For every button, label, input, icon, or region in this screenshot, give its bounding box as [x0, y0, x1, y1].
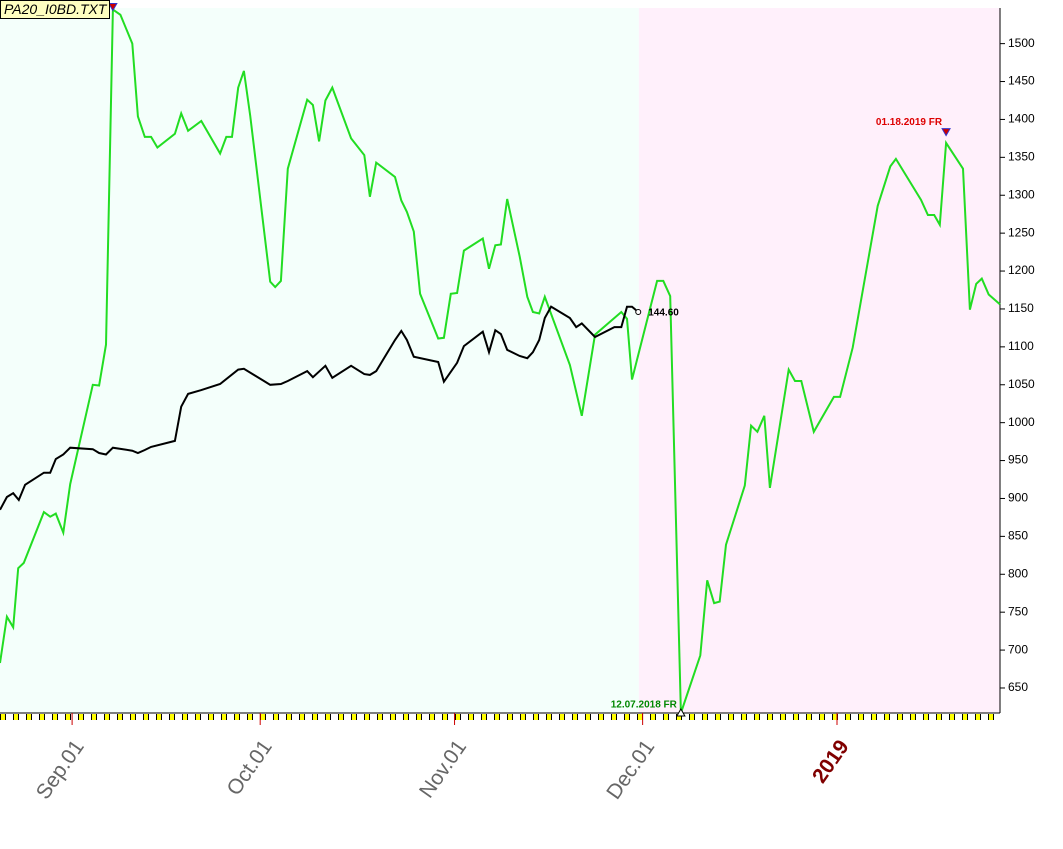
- line-series: [0, 305, 639, 511]
- y-tick-label: 1050: [1008, 377, 1035, 391]
- y-tick-label: 1450: [1008, 74, 1035, 88]
- shaded-region: [638, 8, 1000, 713]
- y-tick-label: 1150: [1008, 301, 1034, 315]
- y-tick-label: 1200: [1008, 263, 1035, 277]
- annotation-marker: [676, 707, 686, 717]
- line-series: [0, 7, 1001, 714]
- y-tick-label: 1100: [1008, 339, 1034, 353]
- y-tick-label: 1300: [1008, 187, 1035, 201]
- x-tick-label: Nov.01: [415, 736, 471, 802]
- minor-ticks: [0, 714, 1000, 720]
- annotation: 12.07.2018 FR: [611, 700, 678, 711]
- y-tick-label: 900: [1008, 491, 1028, 505]
- y-tick-label: 1400: [1008, 112, 1035, 126]
- x-tick-label: Oct.01: [222, 736, 276, 800]
- y-tick-label: 1250: [1008, 225, 1035, 239]
- y-tick-label: 1500: [1008, 36, 1035, 50]
- y-tick-label: 700: [1008, 642, 1028, 656]
- y-tick-label: 1350: [1008, 150, 1035, 164]
- annotation-marker: [635, 308, 642, 315]
- y-tick-label: 1000: [1008, 415, 1035, 429]
- x-tick-label: Sep.01: [32, 736, 89, 804]
- shaded-region: [0, 8, 639, 713]
- y-tick-label: 650: [1008, 680, 1028, 694]
- annotation: 144.60: [648, 308, 679, 319]
- annotation-marker: [107, 3, 118, 12]
- x-tick-label: 2019: [808, 736, 854, 787]
- chart-title: PA20_I0BD.TXT: [0, 0, 111, 19]
- y-tick-label: 950: [1008, 453, 1028, 467]
- annotation: 01.18.2019 FR: [876, 117, 943, 128]
- y-tick-label: 800: [1008, 566, 1028, 580]
- annotation-marker: [941, 128, 951, 137]
- x-tick-label: Dec.01: [602, 736, 659, 804]
- y-tick-label: 850: [1008, 529, 1028, 543]
- y-tick-label: 750: [1008, 604, 1028, 618]
